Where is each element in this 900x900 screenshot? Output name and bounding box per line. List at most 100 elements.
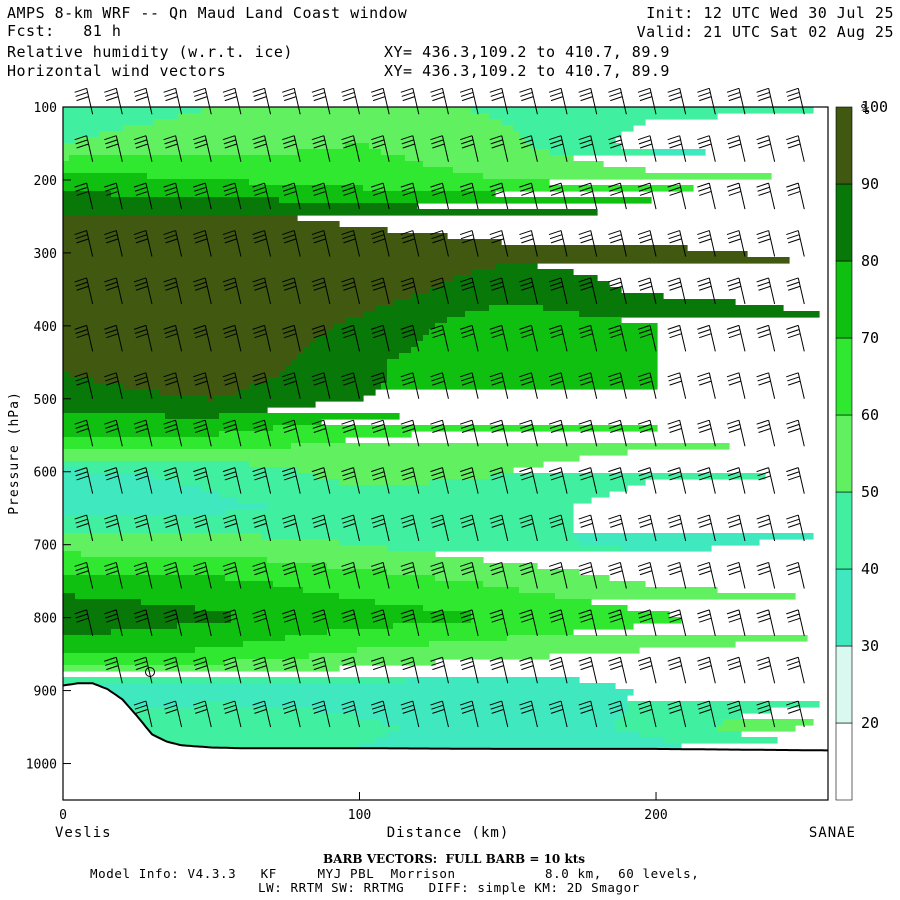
rh-field [63,107,820,792]
wind-barb [578,467,598,494]
rh-cell [63,779,82,786]
rh-cell [87,773,214,780]
wind-barb [608,182,627,210]
wind-barb [489,467,509,494]
wind-barb [519,700,538,728]
rh-cell [411,293,664,300]
rh-cell [615,719,724,726]
rh-cell [87,785,214,792]
rh-cell [513,125,634,132]
wind-barb [489,609,509,636]
wind-barb [193,656,212,684]
wind-barb [341,87,360,115]
wind-barb [400,324,420,352]
wind-barb [311,656,331,684]
rh-cell [63,587,304,594]
wind-barb [252,230,272,257]
rh-cell [63,653,310,660]
wind-barb [282,561,301,589]
wind-barb [786,135,805,162]
wind-barb [430,230,449,257]
rh-cell [63,479,178,486]
wind-barb [193,182,212,210]
wind-barb [489,419,509,447]
rh-cell [63,347,304,354]
rh-cell [207,395,214,402]
rh-cell [69,155,406,162]
wind-barb [786,467,805,494]
wind-barb [430,467,449,494]
rh-cell [63,311,364,318]
wind-barb [104,561,123,589]
wind-barb [548,324,568,352]
x-axis-label: Distance (km) [387,825,510,841]
wind-barb [548,277,568,305]
colorbar-label: 30 [861,637,879,655]
wind-barb [756,467,776,494]
wind-barb [548,419,568,447]
wind-barb [489,656,509,684]
rh-cell [279,371,388,378]
colorbar-label: 100 [861,98,888,116]
wind-barb [163,324,183,352]
rh-cell [411,347,658,354]
valid-time: Valid: 21 UTC Sat 02 Aug 25 [636,23,894,41]
rh-cell [69,371,280,378]
rh-cell [243,641,430,648]
rh-cell [219,491,610,498]
wind-barb [282,135,301,162]
wind-barb [459,182,479,210]
wind-barbs [74,87,805,728]
rh-cell [63,131,100,138]
colorbar-unit: % [861,102,870,118]
rh-cell [291,443,730,450]
wind-barb [756,324,776,352]
rh-cell [63,407,268,414]
wind-barb [608,372,627,399]
wind-barb [193,277,212,305]
wind-barb [519,277,538,305]
wind-barb [222,182,242,210]
wind-barb [667,324,687,352]
wind-barb [608,324,627,352]
wind-barb [726,135,746,162]
colorbar-swatch [835,491,853,570]
rh-cell [429,329,658,336]
rh-cell [429,287,622,294]
wind-barb [430,372,449,399]
wind-barb [608,514,627,542]
colorbar-swatch [835,106,853,185]
rh-cell [87,767,214,774]
y-tick-label: 700 [34,539,57,554]
wind-barb [104,324,123,352]
rh-cell [339,593,556,600]
rh-cell [63,365,286,372]
y-axis-label: Pressure (hPa) [7,391,22,515]
rh-cell [543,305,784,312]
wind-barb [371,277,390,305]
wind-barb [104,182,123,210]
y-tick-label: 200 [34,174,57,189]
wind-barb [756,419,776,447]
wind-barb [371,467,390,494]
wind-barb [400,514,420,542]
rh-cell [63,419,322,426]
rh-cell [63,305,376,312]
wind-barb [371,372,390,399]
wind-barb [341,135,360,162]
wind-barb [786,372,805,399]
x-axis-right-endpoint: SANAE [809,825,856,841]
rh-cell [501,119,646,126]
wind-barb [163,514,183,542]
wind-barb [786,561,805,589]
rh-cell [387,371,658,378]
wind-barb [282,656,301,684]
wind-barb [104,135,123,162]
wind-barb [341,324,360,352]
rh-cell [357,743,682,750]
rh-cell [225,575,436,582]
wind-barb [133,467,153,494]
wind-barb [637,324,657,352]
wind-barb [667,419,687,447]
wind-barb [786,609,805,636]
